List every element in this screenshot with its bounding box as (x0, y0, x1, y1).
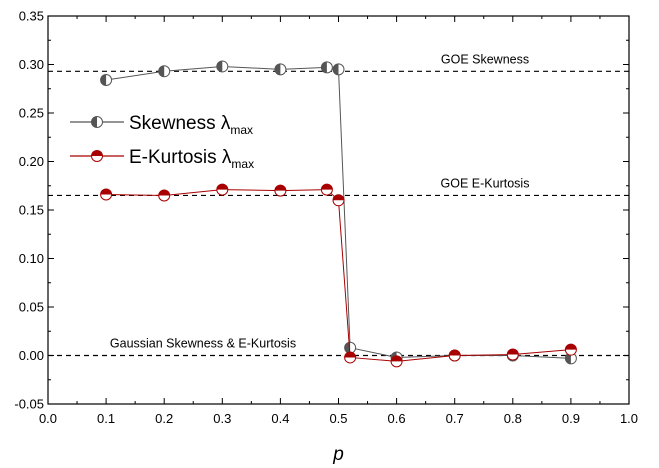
legend-label-e-kurtosis: E-Kurtosis λmax (129, 147, 254, 171)
legend-series-name: Skewness (129, 113, 221, 134)
y-tick-label: 0.10 (19, 251, 44, 266)
y-tick-label: 0.25 (19, 106, 44, 121)
y-tick-label: 0.35 (19, 9, 44, 24)
marker-fill (91, 150, 103, 156)
y-tick-label: 0.30 (19, 57, 44, 72)
x-tick-label: 1.0 (620, 411, 638, 426)
marker-fill (100, 188, 112, 195)
series-line-skewness (106, 65, 571, 359)
legend-subscript: max (230, 123, 253, 137)
data-point (564, 352, 577, 365)
marker-outline (91, 150, 103, 162)
marker-fill (344, 351, 356, 358)
data-point (506, 348, 519, 361)
marker-fill (507, 349, 519, 355)
y-tick-label: 0.20 (19, 154, 44, 169)
legend-subscript: max (231, 157, 254, 171)
data-point (332, 194, 345, 207)
marker-outline (390, 355, 403, 368)
marker-outline (216, 60, 229, 73)
data-point (100, 188, 113, 201)
data-point (216, 183, 229, 196)
data-point (344, 351, 357, 364)
data-point (332, 63, 345, 76)
marker-outline (332, 63, 345, 76)
legend-marker (91, 150, 103, 162)
marker-fill (216, 184, 228, 190)
lambda-symbol: λ (222, 147, 232, 168)
reference-line-label: Gaussian Skewness & E-Kurtosis (110, 337, 296, 351)
lambda-symbol: λ (221, 113, 231, 134)
y-tick-label: 0.15 (19, 203, 44, 218)
marker-fill (321, 61, 327, 73)
marker-fill (391, 355, 403, 362)
x-tick-label: 0.7 (446, 411, 464, 426)
marker-outline (448, 349, 461, 362)
legend-series-name: E-Kurtosis (129, 147, 222, 168)
x-tick-label: 0.1 (97, 411, 115, 426)
data-point (320, 183, 333, 196)
x-tick-label: 0.2 (155, 411, 173, 426)
reference-line-label: GOE Skewness (441, 52, 529, 66)
marker-outline (506, 348, 519, 361)
marker-outline (320, 183, 333, 196)
x-tick-label: 0.4 (271, 411, 289, 426)
marker-fill (274, 185, 286, 191)
data-point (216, 60, 229, 73)
data-point (274, 184, 287, 197)
data-point (158, 65, 171, 78)
marker-fill (216, 60, 223, 72)
marker-outline (320, 61, 333, 74)
series-layer (100, 60, 577, 368)
legend-marker (91, 116, 103, 128)
marker-outline (100, 188, 113, 201)
data-point (390, 355, 403, 368)
marker-fill (565, 352, 571, 364)
marker-outline (100, 74, 113, 87)
marker-fill (274, 63, 281, 75)
marker-fill (449, 350, 461, 356)
data-point (158, 189, 171, 202)
y-tick-label: 0.00 (19, 348, 44, 363)
x-axis-title: p (332, 444, 344, 465)
marker-fill (100, 74, 107, 86)
data-point (564, 343, 577, 356)
x-tick-label: 0.8 (504, 411, 522, 426)
marker-fill (333, 63, 339, 75)
x-tick-label: 0.9 (562, 411, 580, 426)
data-point (100, 74, 113, 87)
x-tick-label: 0.0 (39, 411, 57, 426)
marker-outline (158, 65, 171, 78)
x-tick-label: 0.6 (388, 411, 406, 426)
legend-label-skewness: Skewness λmax (129, 113, 253, 137)
marker-outline (158, 189, 171, 202)
marker-outline (274, 184, 287, 197)
marker-fill (321, 184, 333, 190)
marker-outline (91, 116, 103, 128)
marker-outline (332, 194, 345, 207)
x-tick-label: 0.3 (213, 411, 231, 426)
y-tick-label: -0.05 (14, 397, 44, 412)
marker-outline (216, 183, 229, 196)
marker-outline (564, 343, 577, 356)
data-point (274, 63, 287, 76)
marker-fill (158, 189, 170, 196)
axes: 0.0 0.1 0.2 0.3 0.4 0.5 0.6 0.7 0.8 0.9 1.0 -0.05 0.… (14, 9, 638, 427)
x-tick-label: 0.5 (329, 411, 347, 426)
data-point (320, 61, 333, 74)
marker-fill (333, 194, 344, 201)
marker-outline (274, 63, 287, 76)
y-tick-label: 0.05 (19, 300, 44, 315)
marker-fill (158, 65, 165, 77)
data-point (448, 349, 461, 362)
reference-line-label: GOE E-Kurtosis (441, 176, 530, 190)
marker-outline (344, 351, 357, 364)
marker-fill (91, 116, 97, 128)
marker-fill (565, 344, 577, 350)
